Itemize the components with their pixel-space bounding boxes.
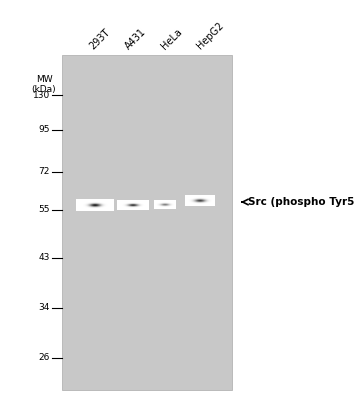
Text: HeLa: HeLa: [159, 26, 184, 51]
Text: Src (phospho Tyr529): Src (phospho Tyr529): [248, 197, 354, 207]
Text: 72: 72: [39, 168, 50, 176]
Text: A431: A431: [123, 26, 148, 51]
Text: MW
(kDa): MW (kDa): [32, 75, 56, 94]
Text: 55: 55: [39, 206, 50, 214]
Text: 43: 43: [39, 254, 50, 262]
Text: 26: 26: [39, 354, 50, 362]
Bar: [62, 55, 232, 390]
Text: 130: 130: [33, 90, 50, 100]
Text: 95: 95: [39, 126, 50, 134]
Text: 34: 34: [39, 304, 50, 312]
Text: 293T: 293T: [88, 27, 112, 51]
Text: HepG2: HepG2: [195, 20, 225, 51]
